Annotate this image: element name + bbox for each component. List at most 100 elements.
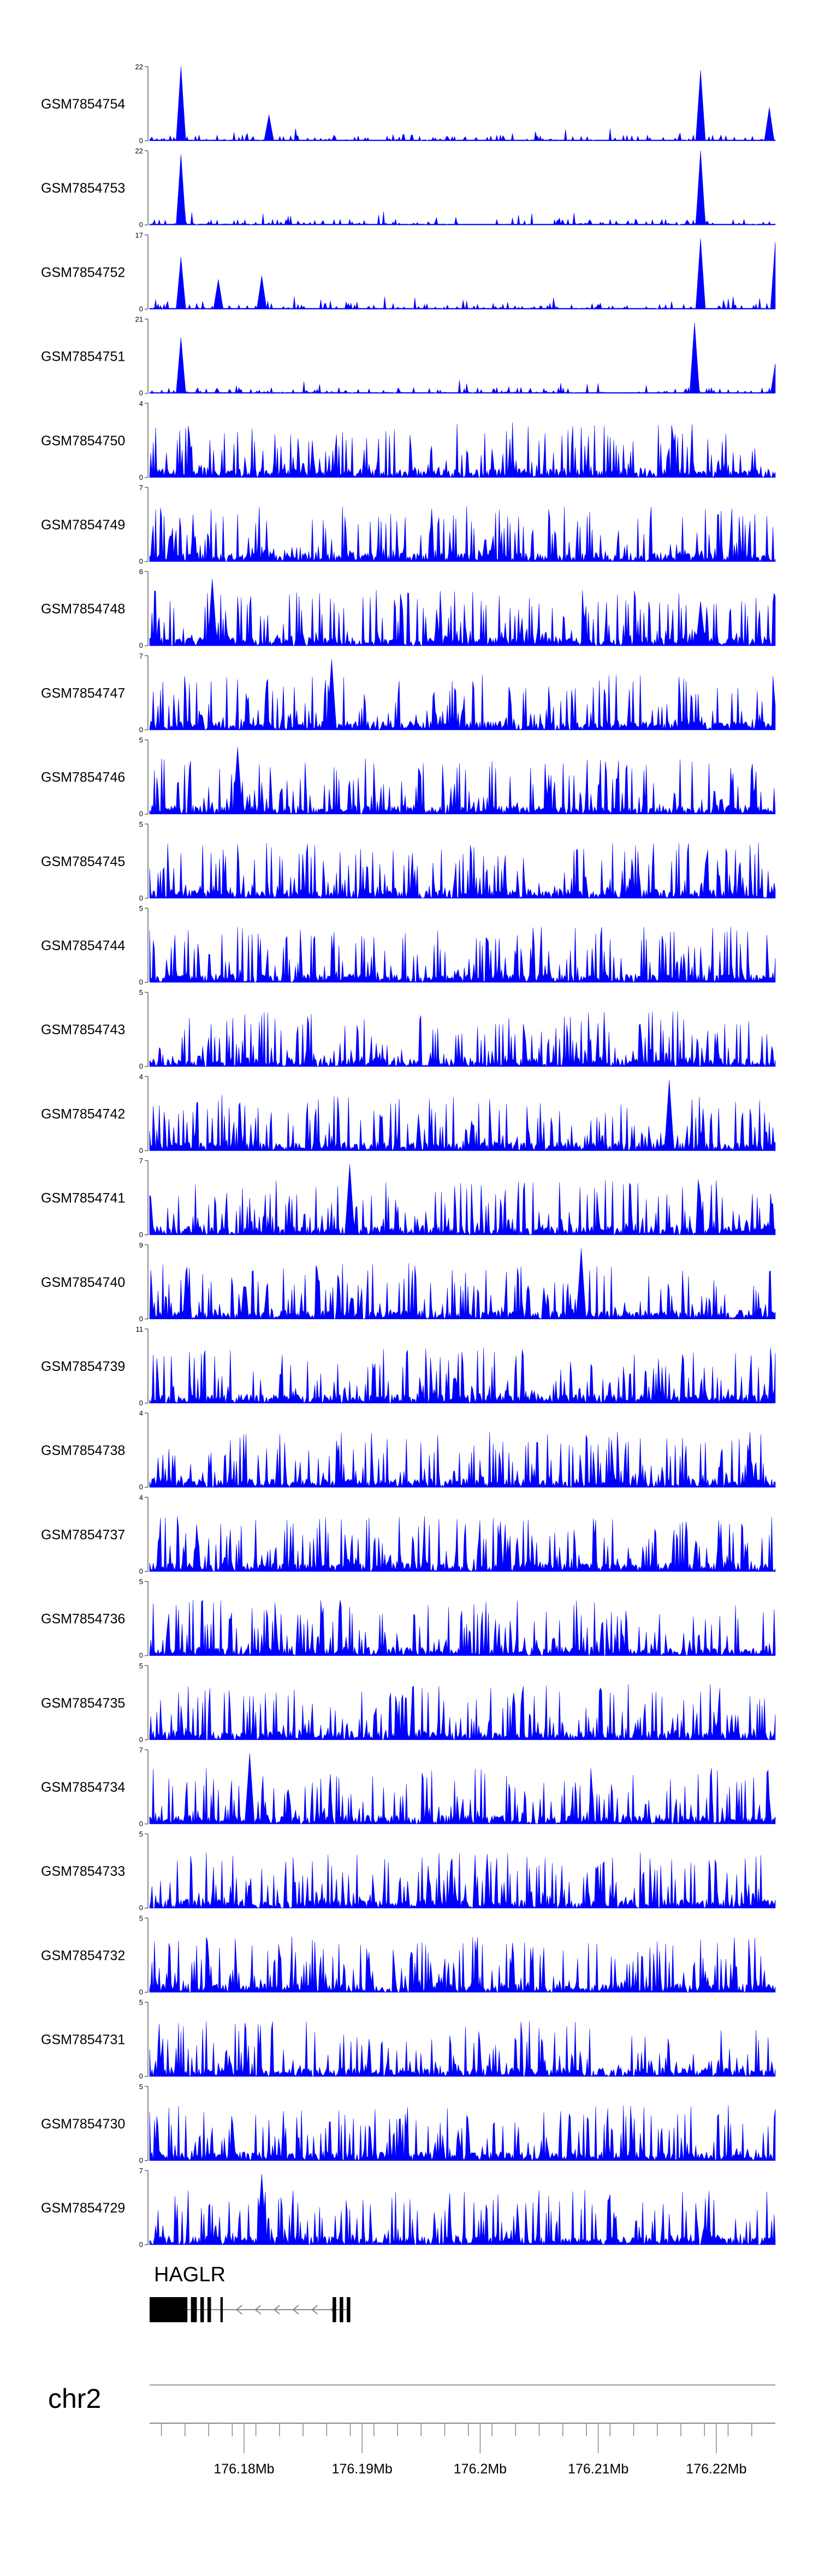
- gene-annotation-track: HAGLR: [150, 2263, 351, 2322]
- track-label: GSM7854746: [41, 770, 125, 785]
- signal-area: [149, 1080, 776, 1152]
- track-label: GSM7854744: [41, 938, 125, 953]
- strand-arrow: [292, 2305, 299, 2315]
- track-GSM7854735: GSM7854735 5 0: [41, 1662, 776, 1744]
- x-tick-label: 176.21Mb: [568, 2461, 628, 2477]
- y-tick-min-label: 0: [139, 1904, 143, 1912]
- signal-area: [149, 1347, 776, 1404]
- track-label: GSM7854753: [41, 181, 125, 196]
- track-label: GSM7854739: [41, 1359, 125, 1374]
- track-label: GSM7854747: [41, 685, 125, 701]
- y-tick-max-label: 7: [139, 2167, 143, 2175]
- track-GSM7854737: GSM7854737 4 0: [41, 1493, 776, 1575]
- y-tick-min-label: 0: [139, 2072, 143, 2080]
- track-GSM7854734: GSM7854734 7 0: [41, 1746, 776, 1828]
- track-GSM7854731: GSM7854731 5 0: [41, 1999, 776, 2080]
- y-tick-min-label: 0: [139, 1988, 143, 1996]
- y-tick-max-label: 5: [139, 820, 143, 828]
- y-tick-max-label: 7: [139, 652, 143, 660]
- track-label: GSM7854738: [41, 1443, 125, 1458]
- signal-area: [149, 1164, 776, 1236]
- chromosome-label: chr2: [48, 2383, 101, 2414]
- y-tick-max-label: 7: [139, 1746, 143, 1754]
- y-tick-max-label: 5: [139, 1999, 143, 2007]
- exon-block: [333, 2297, 336, 2322]
- y-tick-min-label: 0: [139, 2240, 143, 2249]
- y-tick-max-label: 21: [135, 315, 143, 324]
- track-label: GSM7854742: [41, 1106, 125, 1122]
- track-GSM7854748: GSM7854748 6 0: [41, 568, 776, 649]
- signal-area: [149, 1599, 776, 1656]
- track-GSM7854752: GSM7854752 17 0: [41, 231, 776, 313]
- signal-area: [149, 1753, 776, 1824]
- track-GSM7854753: GSM7854753 22 0: [41, 147, 776, 229]
- y-tick-max-label: 4: [139, 1409, 143, 1417]
- track-GSM7854751: GSM7854751 21 0: [41, 315, 776, 397]
- track-GSM7854743: GSM7854743 5 0: [41, 988, 776, 1070]
- signal-area: [149, 1684, 776, 1740]
- y-tick-max-label: 5: [139, 904, 143, 913]
- y-tick-min-label: 0: [139, 473, 143, 481]
- signal-area: [149, 422, 776, 478]
- signal-area: [149, 1432, 776, 1488]
- signal-area: [149, 506, 776, 562]
- track-label: GSM7854731: [41, 2032, 125, 2048]
- track-label: GSM7854736: [41, 1612, 125, 1627]
- signal-tracks: GSM7854754220GSM7854753220GSM7854752170G…: [41, 63, 776, 2249]
- track-GSM7854742: GSM7854742 4 0: [41, 1072, 776, 1154]
- track-GSM7854746: GSM7854746 5 0: [41, 736, 776, 818]
- signal-area: [149, 238, 776, 310]
- track-GSM7854747: GSM7854747 7 0: [41, 652, 776, 734]
- track-GSM7854749: GSM7854749 7 0: [41, 484, 776, 565]
- track-GSM7854750: GSM7854750 4 0: [41, 399, 776, 481]
- track-label: GSM7854748: [41, 601, 125, 617]
- y-tick-min-label: 0: [139, 978, 143, 986]
- exon-block: [340, 2297, 343, 2322]
- track-label: GSM7854733: [41, 1864, 125, 1879]
- y-tick-min-label: 0: [139, 725, 143, 734]
- y-tick-min-label: 0: [139, 641, 143, 649]
- signal-area: [149, 747, 776, 815]
- track-GSM7854729: GSM7854729 7 0: [41, 2167, 776, 2249]
- track-label: GSM7854745: [41, 854, 125, 869]
- signal-area: [149, 151, 776, 225]
- y-tick-min-label: 0: [139, 1820, 143, 1828]
- y-tick-max-label: 5: [139, 1578, 143, 1586]
- x-tick-label: 176.22Mb: [686, 2461, 746, 2477]
- track-GSM7854730: GSM7854730 5 0: [41, 2083, 776, 2164]
- signal-area: [149, 323, 776, 393]
- track-label: GSM7854737: [41, 1527, 125, 1542]
- y-tick-max-label: 6: [139, 568, 143, 576]
- signal-area: [149, 659, 776, 731]
- strand-arrow: [235, 2305, 242, 2315]
- y-tick-max-label: 9: [139, 1241, 143, 1249]
- track-label: GSM7854743: [41, 1022, 125, 1037]
- y-tick-min-label: 0: [139, 305, 143, 313]
- exon-block: [347, 2297, 351, 2322]
- track-label: GSM7854752: [41, 265, 125, 280]
- track-GSM7854741: GSM7854741 7 0: [41, 1157, 776, 1239]
- signal-area: [149, 1011, 776, 1067]
- exon-block: [150, 2297, 188, 2322]
- track-label: GSM7854735: [41, 1696, 125, 1711]
- exon-block: [220, 2297, 223, 2322]
- exon-block: [200, 2297, 204, 2322]
- track-GSM7854754: GSM7854754 22 0: [41, 63, 776, 145]
- y-tick-min-label: 0: [139, 1146, 143, 1154]
- track-label: GSM7854734: [41, 1780, 125, 1795]
- y-tick-min-label: 0: [139, 1231, 143, 1239]
- track-GSM7854740: GSM7854740 9 0: [41, 1241, 776, 1323]
- track-label: GSM7854730: [41, 2116, 125, 2132]
- genome-axis-track: chr2 176.18Mb 176.19Mb 176.2Mb 176.21Mb 176.2…: [48, 2383, 775, 2477]
- y-tick-min-label: 0: [139, 220, 143, 229]
- y-tick-min-label: 0: [139, 557, 143, 565]
- signal-area: [149, 1852, 776, 1909]
- y-tick-max-label: 5: [139, 988, 143, 997]
- x-tick-label: 176.19Mb: [332, 2461, 393, 2477]
- track-GSM7854745: GSM7854745 5 0: [41, 820, 776, 902]
- y-tick-min-label: 0: [139, 894, 143, 902]
- y-tick-min-label: 0: [139, 1483, 143, 1491]
- y-tick-max-label: 4: [139, 1072, 143, 1081]
- y-tick-max-label: 22: [135, 63, 143, 71]
